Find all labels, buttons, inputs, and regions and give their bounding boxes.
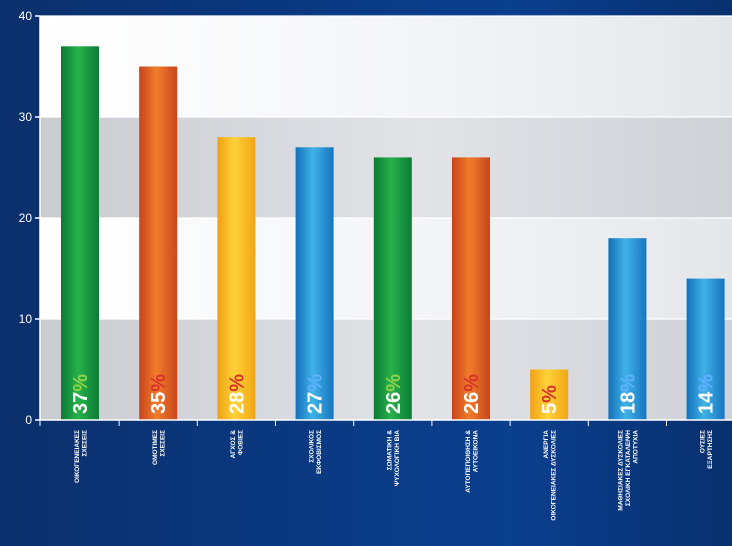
y-tick-label: 0 (25, 413, 32, 427)
bar (295, 147, 334, 421)
x-category-label: ΑΓΧΟΣ &ΦΟΒΙΕΣ (230, 430, 245, 459)
x-category-label: ΟΜΟΤΙΜΕΣΣΧΕΣΕΙΣ (152, 430, 167, 465)
bar (139, 66, 178, 420)
bar (61, 46, 99, 421)
y-tick-label: 40 (19, 9, 33, 23)
bar (217, 137, 256, 420)
x-category-label: ΟΥΣΙΕΣΕΞΑΡΤΗΣΗΣ (699, 430, 714, 469)
bar-value-label: 26% (461, 374, 483, 414)
bar (373, 157, 412, 420)
bars: 37% 35% 28% 27% 26% 26% 5% 18% 14% (61, 46, 725, 421)
y-tick-label: 20 (19, 211, 33, 225)
bar-value-label: 35% (148, 374, 170, 414)
x-category-label: ΜΑΘΗΣΙΑΚΕΣ ΔΥΣΚΟΛΙΕΣΣΧΟΛΙΚΗ ΕΓΚΑΤΑΛΕΙΨΗΑ… (617, 430, 639, 511)
x-category-label: ΣΧΟΛΙΚΟΣΕΚΦΟΒΙΣΜΟΣ (308, 430, 323, 474)
x-category-label: ΑΝΕΡΓΙΑΟΙΚΟΓΕΝΕΙΑΚΕΣ ΔΥΣΚΟΛΙΕΣ (543, 430, 558, 521)
y-axis-ticks: 0 10 20 30 40 (19, 9, 40, 427)
x-axis-labels: ΟΙΚΟΓΕΝΕΙΑΚΕΣΣΧΕΣΕΙΣ ΟΜΟΤΙΜΕΣΣΧΕΣΕΙΣ ΑΓΧΟΣ… (39, 420, 714, 521)
bar-value-label: 28% (226, 374, 248, 414)
bar (530, 369, 569, 420)
bar (452, 157, 490, 420)
bar (686, 278, 725, 420)
bar-value-label: 14% (696, 374, 718, 414)
x-category-label: ΣΩΜΑΤΙΚΗ &ΨΥΧΟΛΟΓΙΚΗ ΒΙΑ (387, 430, 402, 486)
bar (608, 238, 647, 420)
bar-value-label: 27% (305, 374, 327, 414)
bar-value-label: 18% (617, 374, 639, 414)
bar-value-label: 26% (383, 374, 405, 414)
bar-value-label: 37% (70, 374, 92, 414)
y-tick-label: 10 (19, 312, 33, 326)
bar-value-label: 5% (539, 385, 561, 414)
x-category-label: ΟΙΚΟΓΕΝΕΙΑΚΕΣΣΧΕΣΕΙΣ (74, 430, 89, 483)
x-category-label: ΑΥΤΟΠΕΠΟΙΘΗΣΗ &ΑΥΤΟΕΙΚΟΝΑ (465, 430, 480, 493)
y-tick-label: 30 (19, 110, 33, 124)
